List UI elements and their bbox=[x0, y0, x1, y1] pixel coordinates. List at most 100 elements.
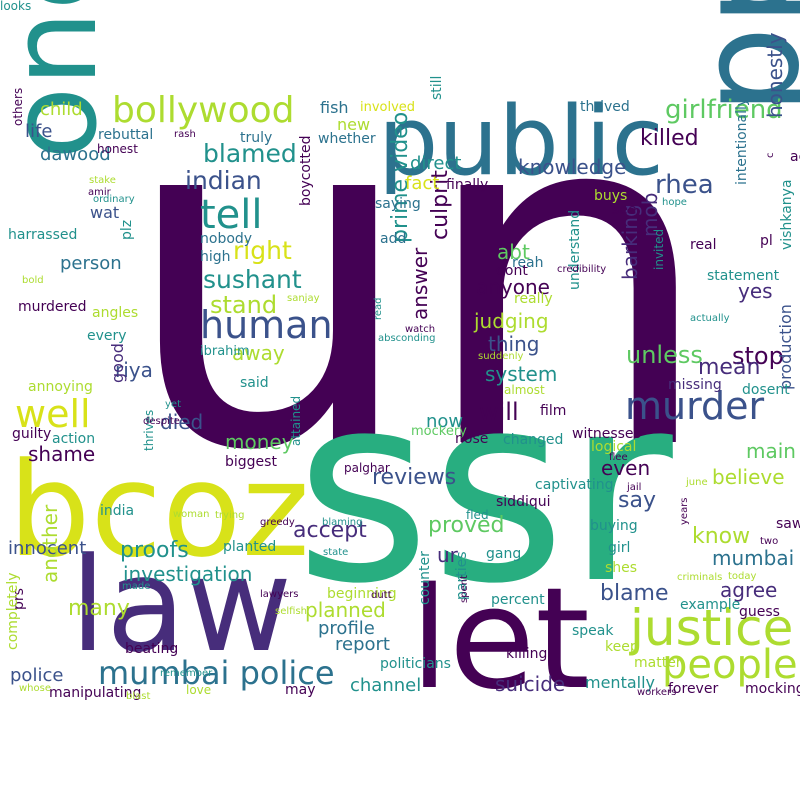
word-plz: plz bbox=[119, 219, 135, 240]
word-despite: despite bbox=[143, 416, 180, 427]
word-even: even bbox=[601, 456, 651, 480]
word-channel: channel bbox=[350, 675, 422, 696]
word-angles: angles bbox=[92, 305, 139, 321]
word-actually: actually bbox=[690, 313, 730, 324]
word-attained: attained bbox=[289, 395, 303, 446]
word-unless: unless bbox=[626, 341, 703, 369]
word-others: others bbox=[11, 87, 25, 126]
word-well: well bbox=[15, 392, 91, 436]
word-stop: stop bbox=[732, 342, 784, 370]
word-add: add bbox=[380, 231, 407, 247]
word-blame: blame bbox=[600, 581, 669, 606]
word-made: made bbox=[122, 581, 151, 592]
word-c: c bbox=[765, 152, 776, 159]
word-blamed: blamed bbox=[203, 139, 297, 168]
word-state: state bbox=[323, 547, 349, 558]
word-aew: aew bbox=[790, 149, 800, 165]
word-justice: justice bbox=[630, 599, 794, 657]
word-missing: missing bbox=[668, 377, 722, 393]
word-law: law bbox=[70, 529, 293, 681]
word-died: died bbox=[160, 410, 204, 434]
word-high: high bbox=[200, 249, 231, 265]
word-killing: killing bbox=[506, 646, 548, 662]
word-riya: riya bbox=[115, 358, 153, 382]
word-yet: yet bbox=[165, 399, 181, 410]
word-planted: planted bbox=[223, 539, 277, 555]
word-fact: fact bbox=[405, 173, 440, 194]
word-amir: amir bbox=[88, 187, 111, 198]
word-person: person bbox=[60, 253, 122, 274]
word-sanjay: sanjay bbox=[287, 293, 320, 304]
word-ordinary: ordinary bbox=[93, 194, 135, 205]
word-changed: changed bbox=[503, 432, 564, 448]
word-trying: trying bbox=[215, 510, 245, 521]
word-rebuttal: rebuttal bbox=[98, 127, 154, 143]
word-woman: woman bbox=[173, 509, 210, 520]
word-speak: speak bbox=[572, 623, 614, 639]
word-people: people bbox=[662, 642, 798, 688]
word-completely: completely bbox=[5, 572, 21, 650]
word-finally: finally bbox=[446, 177, 489, 193]
word-stand: stand bbox=[210, 291, 278, 319]
word-mocking: mocking bbox=[745, 681, 800, 697]
word-buying: buying bbox=[590, 518, 638, 534]
word-reah: reah bbox=[512, 255, 544, 271]
word-money: money bbox=[225, 430, 294, 454]
word-example: example bbox=[680, 597, 741, 613]
word-still: still bbox=[429, 75, 445, 100]
word-dosent: dosent bbox=[742, 382, 790, 398]
word-accept: accept bbox=[293, 518, 367, 543]
word-whether: whether bbox=[318, 131, 376, 147]
word-girl: girl bbox=[608, 540, 631, 556]
word-remember: remember bbox=[160, 668, 213, 679]
word-dutt: dutt bbox=[371, 590, 392, 601]
word-gang: gang bbox=[486, 546, 522, 562]
word-logical: logical bbox=[591, 439, 637, 455]
word-stake: stake bbox=[89, 175, 116, 186]
word-greedy: greedy bbox=[260, 517, 295, 528]
word-whose: whose bbox=[19, 683, 51, 694]
word-murdered: murdered bbox=[18, 299, 87, 315]
word-guess: guess bbox=[739, 604, 780, 620]
word-wat: wat bbox=[90, 203, 120, 222]
word-criminals: criminals bbox=[677, 572, 723, 583]
word-boycotted: boycotted bbox=[298, 135, 314, 206]
word-statement: statement bbox=[707, 268, 780, 284]
word-rash: rash bbox=[174, 129, 196, 140]
word-honest: honest bbox=[97, 142, 138, 156]
word-nobody: nobody bbox=[200, 231, 253, 247]
word-love: love bbox=[186, 683, 212, 697]
word-thrived: thrived bbox=[580, 99, 630, 115]
word-honestly: honestly bbox=[763, 32, 787, 118]
word-flee: flee bbox=[609, 452, 628, 463]
word-planned: planned bbox=[305, 598, 386, 622]
word-murder: murder bbox=[625, 384, 765, 428]
word-guilty: guilty bbox=[12, 426, 52, 442]
word-production: production bbox=[776, 304, 795, 390]
word-percent: percent bbox=[491, 592, 545, 608]
word-mumbai-police: mumbai police bbox=[98, 654, 335, 692]
word-hope: hope bbox=[662, 197, 687, 208]
word-dawood: dawood bbox=[40, 144, 111, 165]
word-pl: pl bbox=[760, 233, 773, 249]
word-india: india bbox=[100, 503, 135, 519]
word-real: real bbox=[690, 237, 717, 253]
word-suicide: suicide bbox=[495, 672, 566, 696]
word-innocent: innocent bbox=[8, 538, 87, 559]
word-investigation: investigation bbox=[123, 562, 253, 586]
word-may: may bbox=[285, 682, 316, 698]
word-now: now bbox=[426, 411, 464, 432]
word-shame: shame bbox=[28, 442, 96, 466]
word-mumbai: mumbai bbox=[712, 546, 795, 570]
word-knowledge: knowledge bbox=[518, 155, 627, 179]
word-thing: thing bbox=[488, 332, 540, 356]
word-right: right bbox=[233, 236, 292, 265]
word-beating: beating bbox=[125, 641, 179, 657]
word-keep: keep bbox=[605, 639, 639, 655]
word-believe: believe bbox=[712, 465, 785, 489]
word-anyone: anyone bbox=[476, 275, 550, 299]
word-looks: looks bbox=[0, 0, 32, 13]
word-profile: profile bbox=[318, 618, 375, 639]
word-truly: truly bbox=[240, 130, 273, 146]
word-judging: judging bbox=[474, 309, 549, 333]
